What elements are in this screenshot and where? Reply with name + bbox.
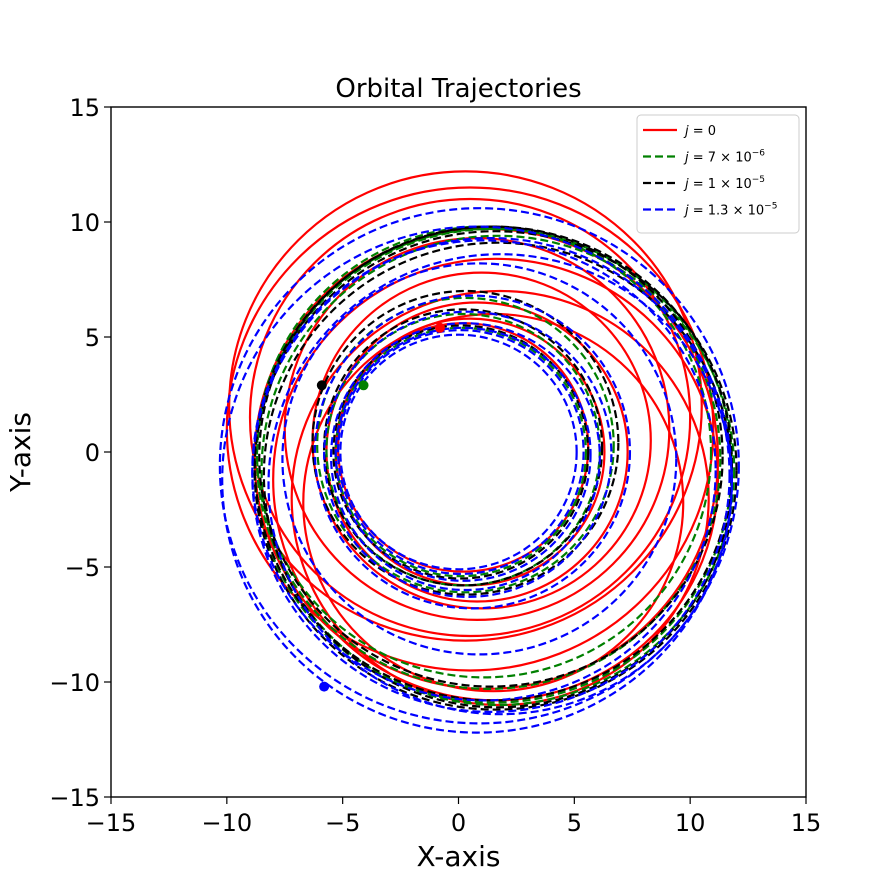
orbit-loop <box>225 186 715 672</box>
y-tick-label: −15 <box>49 784 100 812</box>
legend-label: j = 0 <box>683 124 716 139</box>
orbit-loop <box>218 207 740 725</box>
start-point-marker <box>319 681 330 692</box>
y-tick-label: 5 <box>85 324 100 352</box>
x-axis-title: X-axis <box>417 840 501 873</box>
orbit-loop <box>325 312 601 587</box>
orbit-loop <box>228 170 703 642</box>
x-tick-label: −15 <box>86 809 137 837</box>
series-3 <box>218 207 740 734</box>
legend-label: j = 1 × 10−5 <box>683 175 765 192</box>
orbit-loop <box>336 329 585 576</box>
orbit-loop <box>332 324 590 580</box>
orbit-loop <box>255 225 713 679</box>
y-axis-ticks: −15 −10 −5 0 5 10 15 <box>49 94 111 812</box>
x-tick-label: 0 <box>451 809 466 837</box>
chart-title: Orbital Trajectories <box>335 74 581 104</box>
orbit-loop <box>251 237 731 713</box>
orbit-loop <box>260 234 736 707</box>
orbit-loop <box>248 197 692 638</box>
x-tick-label: 10 <box>675 809 706 837</box>
orbit-loop <box>339 333 578 571</box>
orbit-loop <box>255 227 722 690</box>
orbit-loop <box>323 310 613 598</box>
x-tick-label: 15 <box>791 809 822 837</box>
orbit-loop <box>313 294 632 610</box>
legend-label: j = 7 × 10−6 <box>683 149 765 166</box>
start-point-marker <box>358 380 369 391</box>
orbit-loop <box>281 262 678 656</box>
legend-label: j = 1.3 × 10−5 <box>683 202 777 219</box>
orbit-loop <box>253 230 738 711</box>
y-tick-label: 0 <box>85 439 100 467</box>
x-tick-label: −10 <box>202 809 253 837</box>
start-point-marker <box>434 322 445 333</box>
y-tick-label: −10 <box>49 669 100 697</box>
marker-layer <box>316 322 445 692</box>
y-tick-label: 10 <box>69 209 100 237</box>
y-axis-title: Y-axis <box>4 412 37 493</box>
orbit-loop <box>334 326 592 582</box>
y-tick-label: −5 <box>65 554 100 582</box>
legend: j = 0 j = 7 × 10−6 j = 1 × 10−5 j = 1.3 × 1… <box>636 114 800 234</box>
orbit-loop <box>221 225 733 734</box>
x-tick-label: 5 <box>567 809 582 837</box>
legend-box <box>636 114 800 234</box>
orbit-loop <box>311 289 620 596</box>
orbit-loop <box>329 322 601 592</box>
series-0 <box>225 170 720 707</box>
start-point-marker <box>316 380 327 391</box>
x-tick-label: −5 <box>325 809 360 837</box>
x-axis-ticks: −15 −10 −5 0 5 10 15 <box>86 797 822 837</box>
series-layer <box>218 170 740 734</box>
orbit-loop <box>316 296 615 594</box>
y-tick-label: 15 <box>69 94 100 122</box>
